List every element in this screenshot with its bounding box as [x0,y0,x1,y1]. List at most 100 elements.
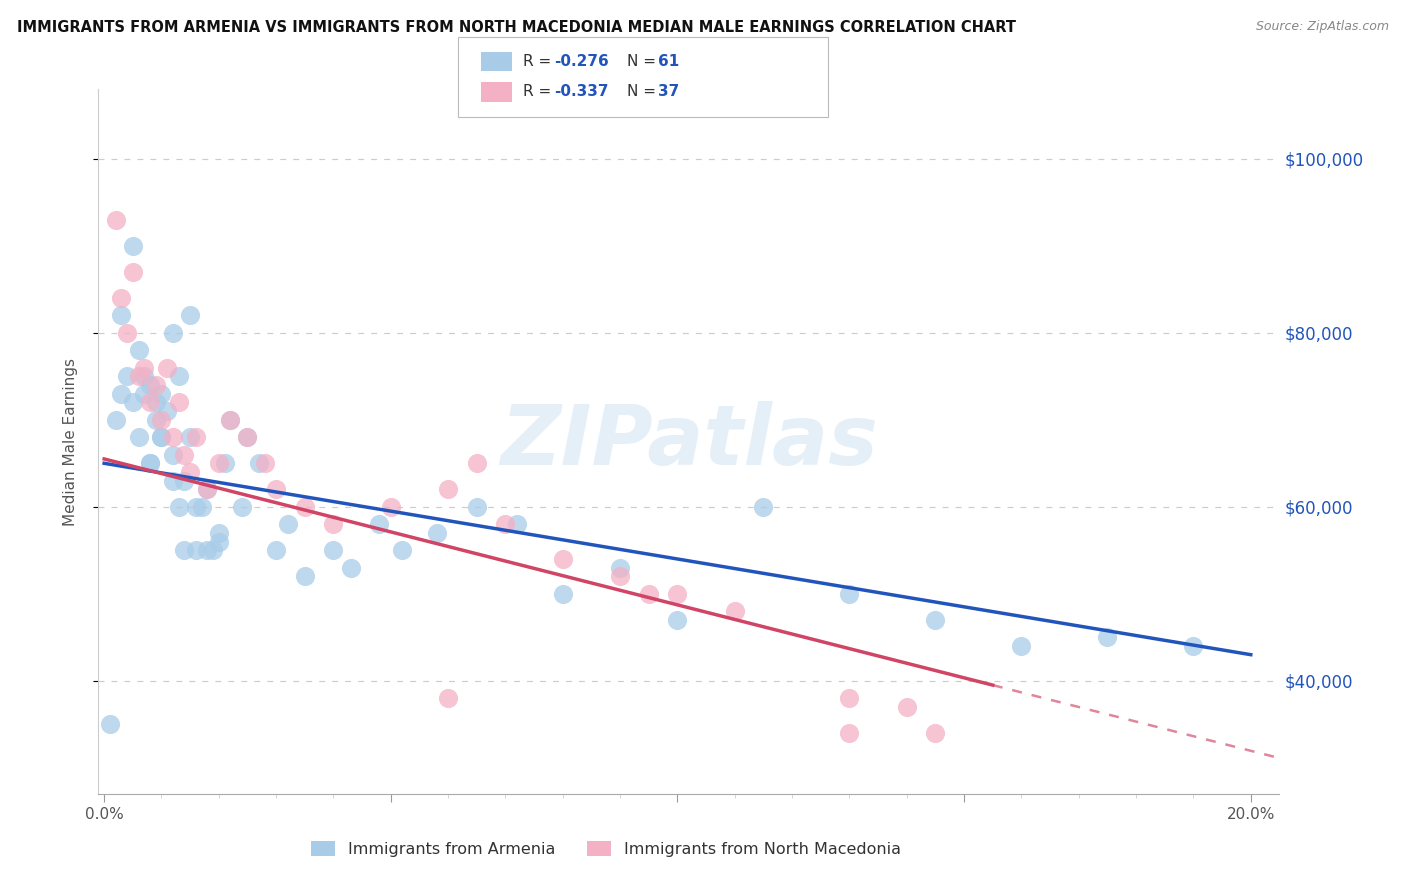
Point [551,552,574,566]
Point [145,413,167,427]
Point [179,430,201,444]
Point [167,395,190,409]
Point [465,500,488,514]
Point [838,726,860,740]
Point [294,500,316,514]
Point [322,543,344,558]
Point [426,525,449,540]
Point [139,378,162,392]
Point [115,369,138,384]
Point [506,517,529,532]
Point [162,326,184,340]
Point [236,430,259,444]
Point [752,500,775,514]
Point [195,483,218,497]
Point [195,543,218,558]
Point [551,587,574,601]
Point [208,456,231,470]
Point [162,474,184,488]
Point [253,456,276,470]
Point [219,413,242,427]
Point [219,413,242,427]
Point [724,604,747,618]
Point [190,500,212,514]
Point [609,569,631,583]
Point [391,543,413,558]
Point [110,291,132,305]
Point [637,587,659,601]
Point [184,543,207,558]
Point [437,691,460,706]
Point [115,326,138,340]
Text: ZIPatlas: ZIPatlas [501,401,877,482]
Point [121,265,143,279]
Point [104,413,127,427]
Legend: Immigrants from Armenia, Immigrants from North Macedonia: Immigrants from Armenia, Immigrants from… [305,835,907,863]
Point [368,517,391,532]
Point [110,386,132,401]
Point [208,534,231,549]
Point [277,517,299,532]
Point [1097,630,1119,644]
Point [162,448,184,462]
Point [162,430,184,444]
Point [339,560,361,574]
Text: R =: R = [523,54,557,69]
Point [134,360,156,375]
Point [173,474,195,488]
Point [156,360,179,375]
Point [121,239,143,253]
Point [150,430,173,444]
Point [896,699,918,714]
Point [110,309,132,323]
Point [322,517,344,532]
Point [184,500,207,514]
Point [247,456,270,470]
Y-axis label: Median Male Earnings: Median Male Earnings [63,358,77,525]
Point [465,456,488,470]
Point [179,309,201,323]
Text: Source: ZipAtlas.com: Source: ZipAtlas.com [1256,20,1389,33]
Point [666,613,689,627]
Point [1011,639,1033,653]
Point [609,560,631,574]
Point [495,517,517,532]
Point [139,395,162,409]
Point [179,465,201,479]
Point [437,483,460,497]
Point [380,500,402,514]
Point [121,395,143,409]
Point [838,587,860,601]
Point [231,500,253,514]
Point [264,543,287,558]
Point [924,613,946,627]
Point [167,500,190,514]
Point [294,569,316,583]
Text: IMMIGRANTS FROM ARMENIA VS IMMIGRANTS FROM NORTH MACEDONIA MEDIAN MALE EARNINGS : IMMIGRANTS FROM ARMENIA VS IMMIGRANTS FR… [17,20,1017,35]
Text: R =: R = [523,85,557,99]
Point [139,456,162,470]
Text: -0.276: -0.276 [554,54,609,69]
Point [173,448,195,462]
Point [173,543,195,558]
Point [145,378,167,392]
Point [184,430,207,444]
Point [208,525,231,540]
Text: 37: 37 [658,85,679,99]
Text: N =: N = [627,85,661,99]
Point [195,483,218,497]
Point [139,456,162,470]
Point [167,369,190,384]
Text: N =: N = [627,54,661,69]
Point [838,691,860,706]
Point [150,430,173,444]
Point [145,395,167,409]
Text: -0.337: -0.337 [554,85,609,99]
Point [128,343,150,358]
Point [202,543,225,558]
Point [150,413,173,427]
Point [1182,639,1205,653]
Point [666,587,689,601]
Point [98,717,121,731]
Point [150,386,173,401]
